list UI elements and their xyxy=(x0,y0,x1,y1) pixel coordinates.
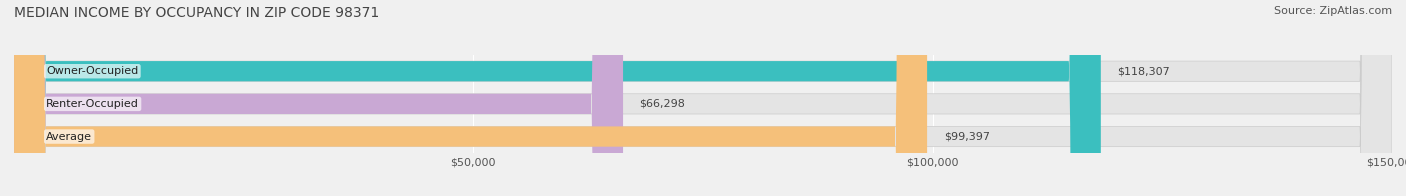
Text: Source: ZipAtlas.com: Source: ZipAtlas.com xyxy=(1274,6,1392,16)
Text: Owner-Occupied: Owner-Occupied xyxy=(46,66,138,76)
FancyBboxPatch shape xyxy=(14,0,623,196)
FancyBboxPatch shape xyxy=(14,0,1392,196)
FancyBboxPatch shape xyxy=(14,0,1392,196)
Text: $66,298: $66,298 xyxy=(640,99,686,109)
FancyBboxPatch shape xyxy=(14,0,1392,196)
Text: Renter-Occupied: Renter-Occupied xyxy=(46,99,139,109)
Text: $118,307: $118,307 xyxy=(1118,66,1170,76)
Text: $99,397: $99,397 xyxy=(943,132,990,142)
FancyBboxPatch shape xyxy=(14,0,927,196)
Text: Average: Average xyxy=(46,132,93,142)
FancyBboxPatch shape xyxy=(14,0,1101,196)
Text: MEDIAN INCOME BY OCCUPANCY IN ZIP CODE 98371: MEDIAN INCOME BY OCCUPANCY IN ZIP CODE 9… xyxy=(14,6,380,20)
